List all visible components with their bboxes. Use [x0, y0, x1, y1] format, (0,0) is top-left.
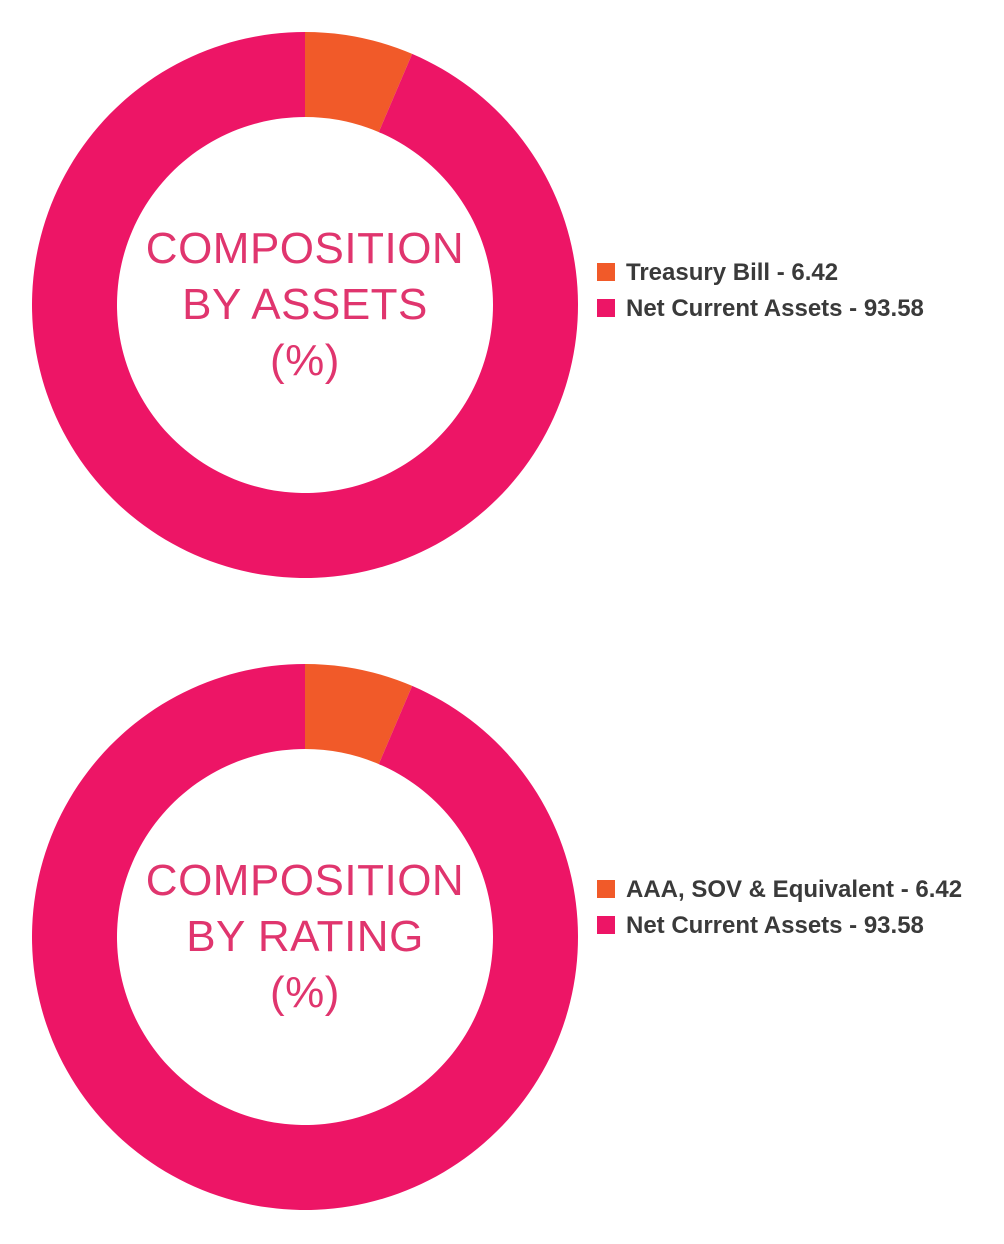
legend-swatch-treasury-bill	[597, 263, 615, 281]
rating-center-line-1: COMPOSITION	[145, 856, 465, 905]
legend-item-net-current-assets: Net Current Assets - 93.58	[597, 293, 997, 325]
assets-center-line-3: (%)	[270, 336, 340, 385]
assets-center-label: COMPOSITION BY ASSETS (%)	[30, 30, 580, 580]
assets-center-line-1: COMPOSITION	[145, 224, 465, 273]
legend-item-aaa-sov-equivalent: AAA, SOV & Equivalent - 6.42	[597, 874, 997, 906]
assets-donut	[31, 32, 578, 578]
rating-center-line-2: BY RATING	[186, 912, 424, 961]
rating-center-line-3: (%)	[270, 968, 340, 1017]
legend-label-net-current-assets: Net Current Assets - 93.58	[626, 912, 924, 939]
legend-label-net-current-assets: Net Current Assets - 93.58	[626, 295, 924, 322]
rating-donut	[31, 664, 578, 1210]
composition-by-assets-chart: COMPOSITION BY ASSETS (%) Treasury Bill …	[0, 30, 1004, 590]
legend-label-treasury-bill: Treasury Bill - 6.42	[626, 259, 839, 286]
donut-slice-treasury-bill	[305, 32, 413, 133]
legend-label-aaa-sov-equivalent: AAA, SOV & Equivalent - 6.42	[626, 876, 963, 903]
legend-swatch-net-current-assets	[597, 916, 615, 934]
rating-center-label: COMPOSITION BY RATING (%)	[30, 662, 580, 1212]
composition-by-rating-chart: COMPOSITION BY RATING (%) AAA, SOV & Equ…	[0, 662, 1004, 1222]
donut-slice-net-current-assets	[31, 664, 578, 1210]
legend-swatch-aaa-sov-equivalent	[597, 880, 615, 898]
assets-center-line-2: BY ASSETS	[182, 280, 428, 329]
legend-item-treasury-bill: Treasury Bill - 6.42	[597, 257, 997, 289]
legend-swatch-net-current-assets	[597, 299, 615, 317]
legend-item-net-current-assets: Net Current Assets - 93.58	[597, 910, 997, 942]
donut-slice-net-current-assets	[31, 32, 578, 578]
assets-legend: Treasury Bill - 6.42 Net Current Assets …	[597, 257, 997, 329]
rating-legend: AAA, SOV & Equivalent - 6.42 Net Current…	[597, 874, 997, 946]
donut-slice-aaa-sov-equivalent	[305, 664, 413, 765]
